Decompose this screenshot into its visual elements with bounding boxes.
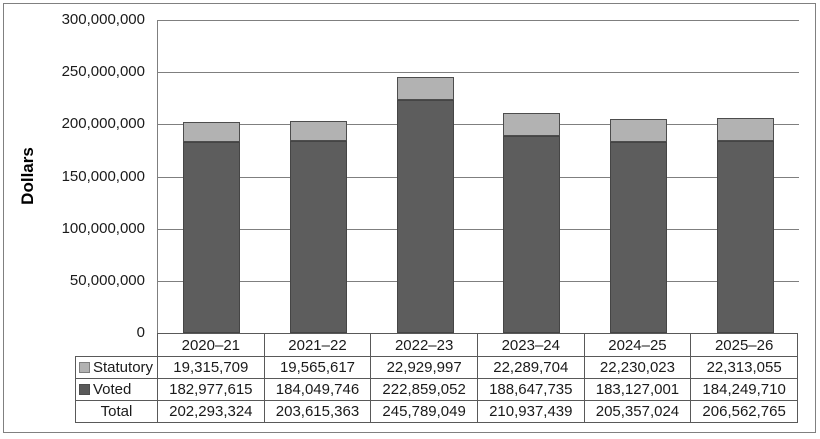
table-header-cell-year: 2022–23: [370, 333, 478, 357]
table-value-cell: 245,789,049: [370, 400, 478, 423]
table-row: Voted 182,977,615 184,049,746 222,859,052 18…: [75, 378, 798, 401]
y-tick-label: 50,000,000: [69, 271, 145, 289]
legend-swatch-voted-icon: [79, 384, 90, 395]
y-tick-label: 250,000,000: [61, 63, 145, 81]
table-value-cell: 19,565,617: [263, 356, 372, 379]
table-header-cell-year: 2024–25: [583, 333, 692, 357]
bar-segment-voted: [717, 140, 775, 333]
table-header-cell-year: 2021–22: [263, 333, 372, 357]
bar-segment-statutory: [396, 76, 454, 101]
table-row-label: Statutory: [75, 356, 158, 379]
y-tick-label: 0: [136, 324, 145, 341]
y-tick-label: 100,000,000: [61, 219, 145, 237]
y-axis-tick-labels: 300,000,000 250,000,000 200,000,000 150,000…: [0, 11, 145, 341]
gridline: [158, 280, 799, 282]
data-table: 2020–21 2021–22 2022–23 2023–24 2024–25 2025–…: [75, 333, 798, 423]
bar-segment-statutory: [503, 112, 561, 137]
table-value-cell: 210,937,439: [476, 400, 585, 423]
table-header-cell-year: 2025–26: [690, 333, 798, 357]
table-header-cell-year: 2020–21: [157, 333, 265, 357]
table-header-row: 2020–21 2021–22 2022–23 2023–24 2024–25 2025–…: [76, 333, 798, 357]
legend-swatch-statutory-icon: [79, 362, 90, 373]
table-value-cell: 182,977,615: [157, 378, 265, 401]
bar-segment-statutory: [717, 117, 775, 141]
bar-segment-voted: [610, 141, 668, 333]
table-row: Total 202,293,324 203,615,363 245,789,049 21…: [75, 400, 798, 423]
table-value-cell: 188,647,735: [476, 378, 585, 401]
table-row: Statutory 19,315,709 19,565,617 22,929,997 2…: [75, 356, 798, 379]
bar-segment-statutory: [289, 120, 347, 141]
table-row-label: Total: [75, 400, 158, 423]
table-value-cell: 202,293,324: [157, 400, 265, 423]
table-ghost-cell: [76, 334, 158, 357]
bar-segment-voted: [289, 140, 347, 333]
table-header-cell-year: 2023–24: [476, 333, 585, 357]
bar-segment-statutory: [182, 121, 240, 143]
gridline: [158, 228, 799, 230]
table-value-cell: 184,049,746: [263, 378, 372, 401]
table-value-cell: 203,615,363: [263, 400, 372, 423]
table-value-cell: 183,127,001: [583, 378, 692, 401]
bar-segment-voted: [396, 100, 454, 333]
bar-segment-voted: [182, 142, 240, 333]
y-tick-label: 200,000,000: [61, 115, 145, 133]
table-value-cell: 22,289,704: [476, 356, 585, 379]
table-value-cell: 22,230,023: [583, 356, 692, 379]
bar-segment-statutory: [610, 118, 668, 142]
gridline: [158, 20, 799, 21]
table-value-cell: 205,357,024: [583, 400, 692, 423]
bar-segment-voted: [503, 136, 561, 333]
table-value-cell: 206,562,765: [690, 400, 798, 423]
y-tick-label: 300,000,000: [61, 11, 145, 28]
gridline: [158, 176, 799, 178]
table-row-label: Voted: [75, 378, 158, 401]
table-value-cell: 22,313,055: [690, 356, 798, 379]
table-value-cell: 22,929,997: [370, 356, 478, 379]
gridline: [158, 124, 799, 126]
table-value-cell: 184,249,710: [690, 378, 798, 401]
table-value-cell: 19,315,709: [157, 356, 265, 379]
table-value-cell: 222,859,052: [370, 378, 478, 401]
plot-area: [157, 20, 799, 333]
gridline: [158, 72, 799, 74]
y-tick-label: 150,000,000: [61, 167, 145, 185]
